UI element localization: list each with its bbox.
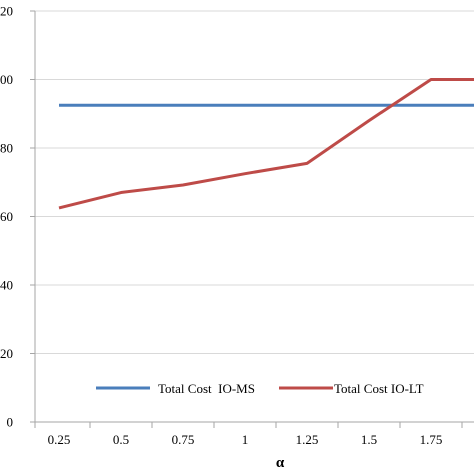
x-tick-label: 0.5	[113, 432, 129, 447]
y-tick-label: 20	[0, 346, 13, 361]
y-tick-label: 40	[0, 278, 13, 293]
axes	[30, 10, 474, 428]
legend-label-1: Total Cost IO-MS	[158, 381, 255, 396]
x-tick-label: 1.75	[420, 432, 443, 447]
x-tick-label: 1.25	[296, 432, 319, 447]
x-tick-label: 0.75	[172, 432, 195, 447]
y-tick-label: 80	[0, 141, 13, 156]
legend: Total Cost IO-MS Total Cost IO-LT	[96, 381, 424, 396]
x-tick-label: 1.5	[361, 432, 377, 447]
legend-label-2: Total Cost IO-LT	[334, 381, 424, 396]
y-tick-label: 60	[0, 209, 13, 224]
x-tick-label: 0.25	[48, 432, 71, 447]
grid-lines	[35, 10, 474, 354]
x-axis-title: α	[276, 455, 285, 471]
series-lines	[58, 78, 474, 210]
series-line-2	[58, 78, 474, 210]
x-tick-label: 1	[242, 432, 249, 447]
y-tick-labels: 0 20 40 60 80 100 120	[0, 4, 13, 430]
y-tick-label: 0	[7, 415, 14, 430]
y-tick-label: 120	[0, 4, 13, 19]
y-tick-label: 100	[0, 72, 13, 87]
